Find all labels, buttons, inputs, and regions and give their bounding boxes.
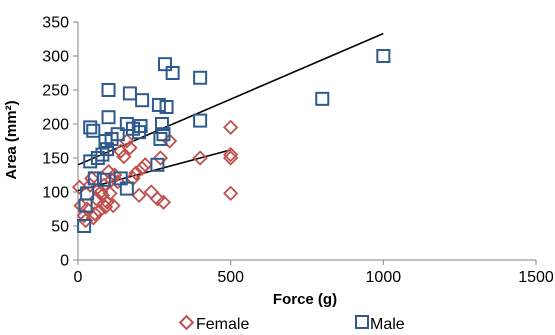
male-data-point (96, 172, 111, 187)
male-data-point (376, 49, 391, 63)
male-data-point (193, 113, 208, 128)
male-data-point (119, 181, 134, 196)
male-data-point (158, 57, 173, 72)
male-data-point (87, 171, 102, 186)
male-data-point (110, 127, 125, 142)
female-data-point (223, 119, 239, 136)
male-data-point (77, 219, 92, 233)
legend-male-label: Male (370, 316, 405, 333)
y-tick-label: 200 (42, 117, 69, 134)
data-points (71, 49, 391, 233)
legend-item-male: Male (355, 315, 405, 333)
female-data-point (137, 157, 153, 173)
y-tick-label: 100 (42, 185, 69, 202)
y-tick-label: 50 (51, 219, 69, 236)
male-data-point (151, 97, 166, 112)
legend-female-marker (178, 314, 195, 331)
female-data-point (223, 146, 239, 163)
x-tick-label: 500 (217, 269, 244, 286)
male-data-point (80, 186, 95, 201)
male-data-point (153, 131, 168, 146)
y-tick-label: 300 (42, 49, 69, 66)
male-data-point (101, 110, 116, 125)
male-data-point (150, 157, 165, 172)
male-data-point (193, 70, 208, 85)
y-tick-label: 250 (42, 83, 69, 100)
female-data-point (143, 184, 159, 200)
female-data-point (71, 179, 88, 195)
male-data-point (83, 120, 98, 135)
legend-male-marker (355, 315, 369, 329)
female-data-point (93, 184, 109, 200)
male-data-point (122, 86, 137, 101)
male-data-point (101, 83, 116, 97)
y-tick-label: 350 (42, 15, 69, 32)
male-data-point (100, 142, 115, 157)
x-axis-title: Force (g) (273, 291, 337, 308)
male-data-point (90, 151, 105, 165)
female-data-point (122, 140, 138, 156)
legend-item-female: Female (178, 314, 249, 333)
male-data-point (159, 100, 174, 114)
female-data-point (91, 203, 108, 219)
male-data-point (165, 66, 180, 80)
tick-labels: 0 50 100 150 200 250 300 350 0 500 1000 1500 (42, 15, 554, 287)
legend: Female Male (178, 314, 405, 333)
female-data-point (125, 170, 141, 187)
series-male (77, 49, 391, 233)
male-data-point (156, 127, 171, 142)
legend-female-label: Female (196, 316, 249, 333)
female-data-point (131, 187, 147, 204)
trendlines (77, 32, 384, 192)
y-tick-label: 0 (60, 253, 69, 270)
male-data-point (315, 91, 330, 106)
female-data-point (223, 150, 239, 166)
female-data-point (128, 165, 144, 181)
female-data-point (192, 150, 208, 166)
female-data-point (77, 212, 94, 229)
x-tick-label: 1500 (518, 269, 554, 286)
x-tick-label: 1000 (366, 269, 402, 286)
female-data-point (102, 185, 118, 201)
female-data-point (116, 149, 132, 165)
y-axis-title: Area (mm²) (3, 100, 20, 179)
female-data-point (155, 194, 172, 210)
female-data-point (149, 191, 166, 207)
male-data-point (154, 117, 169, 131)
x-tick-label: 0 (74, 269, 83, 286)
male-data-point (86, 123, 101, 138)
series-female (71, 119, 239, 229)
axes (73, 21, 537, 265)
y-tick-label: 150 (42, 151, 69, 168)
female-data-point (105, 197, 121, 214)
female-data-point (223, 185, 239, 201)
male-data-point (133, 119, 148, 134)
male-data-point (135, 93, 150, 108)
